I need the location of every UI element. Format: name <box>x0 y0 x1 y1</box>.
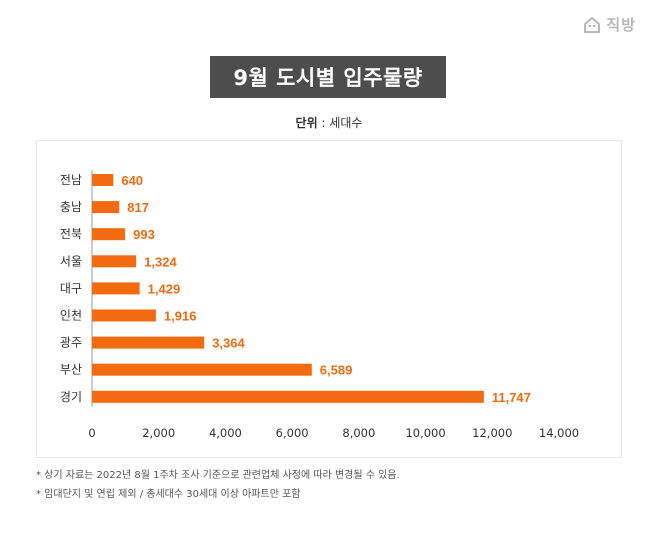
value-label: 3,364 <box>212 336 245 351</box>
x-tick-label: 10,000 <box>405 426 445 440</box>
value-label: 1,324 <box>144 254 177 269</box>
x-tick-label: 8,000 <box>342 426 375 440</box>
unit-label-key: 단위 <box>295 116 318 130</box>
category-label: 인천 <box>60 308 82 323</box>
x-tick-label: 12,000 <box>472 426 512 440</box>
value-label: 817 <box>127 200 149 215</box>
chart-title-box: 9월 도시별 입주물량 <box>210 56 446 98</box>
bar <box>92 282 140 295</box>
logo: 직방 <box>582 14 636 35</box>
category-label: 대구 <box>60 281 82 295</box>
unit-label: 단위 : 세대수 <box>0 114 658 131</box>
bar <box>92 336 205 349</box>
chart-frame: 전남 640 충남 817 전북 993 서울 1,324 대구 1,429 인천 1,916 광주 3,… <box>36 140 622 458</box>
value-label: 6,589 <box>320 363 353 378</box>
value-label: 993 <box>133 227 155 242</box>
category-label: 충남 <box>60 200 82 214</box>
category-label: 전북 <box>60 227 82 241</box>
value-label: 11,747 <box>492 390 531 405</box>
x-tick-label: 4,000 <box>209 426 242 440</box>
chart-title: 9월 도시별 입주물량 <box>233 66 423 90</box>
bar <box>92 228 126 241</box>
footnote-2: * 임대단지 및 연립 제외 / 총세대수 30세대 이상 아파트만 포함 <box>36 489 301 500</box>
house-icon <box>584 16 601 33</box>
value-label: 1,429 <box>148 281 181 296</box>
bar <box>92 201 120 214</box>
x-tick-label: 2,000 <box>142 426 175 440</box>
unit-separator: : <box>317 116 330 130</box>
footnote-1: * 상기 자료는 2022년 8월 1주차 조사 기준으로 관련업체 사정에 따… <box>36 470 400 481</box>
category-label: 전남 <box>60 173 82 187</box>
bar <box>92 390 484 403</box>
unit-value: 세대수 <box>329 116 363 130</box>
category-label: 서울 <box>60 254 82 268</box>
x-tick-label: 6,000 <box>276 426 309 440</box>
bar <box>92 174 114 186</box>
footnotes: * 상기 자료는 2022년 8월 1주차 조사 기준으로 관련업체 사정에 따… <box>36 466 400 504</box>
value-label: 640 <box>121 173 143 188</box>
logo-text: 직방 <box>606 16 636 34</box>
bar <box>92 363 312 376</box>
bar <box>92 255 137 268</box>
x-tick-label: 0 <box>88 426 95 440</box>
category-label: 부산 <box>60 363 82 377</box>
value-label: 1,916 <box>164 309 197 324</box>
category-label: 광주 <box>60 336 82 350</box>
bar-chart: 전남 640 충남 817 전북 993 서울 1,324 대구 1,429 인천 1,916 광주 3,… <box>60 170 579 440</box>
bar <box>92 309 156 322</box>
category-label: 경기 <box>60 390 82 404</box>
x-tick-label: 14,000 <box>539 426 579 440</box>
